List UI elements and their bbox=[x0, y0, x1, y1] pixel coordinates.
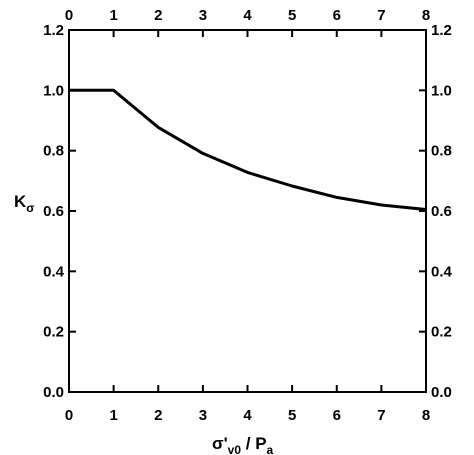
x-axis-label-main: σ' bbox=[212, 434, 228, 453]
x-tick-label-bottom: 0 bbox=[65, 407, 73, 424]
x-tick-label-bottom: 3 bbox=[199, 407, 207, 424]
x-axis-label-sub: v0 bbox=[228, 443, 242, 455]
y-tick-label-left: 0.8 bbox=[43, 143, 64, 160]
x-tick-label-bottom: 7 bbox=[377, 407, 385, 424]
y-axis-label-sub: σ bbox=[26, 201, 34, 215]
y-tick-label-left: 0.4 bbox=[43, 263, 65, 280]
x-tick-label-top: 6 bbox=[333, 7, 341, 24]
y-tick-label-left: 1.2 bbox=[43, 22, 64, 39]
x-tick-label-bottom: 6 bbox=[333, 407, 341, 424]
y-tick-label-right: 1.2 bbox=[431, 22, 452, 39]
y-tick-label-right: 0.2 bbox=[431, 324, 452, 341]
x-tick-label-top: 8 bbox=[422, 7, 430, 24]
series-layer bbox=[69, 88, 427, 211]
y-tick-label-right: 0.6 bbox=[431, 203, 452, 220]
y-tick-label-left: 0.6 bbox=[43, 203, 64, 220]
series-line bbox=[69, 88, 427, 211]
y-tick-label-right: 1.0 bbox=[431, 82, 452, 99]
x-tick-label-bottom: 2 bbox=[154, 407, 162, 424]
x-tick-label-top: 2 bbox=[154, 7, 162, 24]
x-axis-label-sub2: a bbox=[267, 443, 274, 455]
y-axis-label-main: K bbox=[14, 192, 27, 211]
plot-frame bbox=[68, 29, 427, 393]
x-tick-label-top: 5 bbox=[288, 7, 296, 24]
y-tick-label-left: 1.0 bbox=[43, 82, 64, 99]
y-tick-label-right: 0.4 bbox=[431, 263, 453, 280]
x-axis-label: σ'v0 / Pa bbox=[212, 434, 274, 455]
x-tick-label-bottom: 5 bbox=[288, 407, 296, 424]
x-tick-label-top: 3 bbox=[199, 7, 207, 24]
x-tick-label-top: 4 bbox=[243, 7, 252, 24]
y-tick-label-right: 0.0 bbox=[431, 384, 452, 401]
x-tick-label-bottom: 1 bbox=[109, 407, 117, 424]
x-tick-label-top: 7 bbox=[377, 7, 385, 24]
x-tick-label-bottom: 4 bbox=[243, 407, 252, 424]
x-tick-label-top: 1 bbox=[109, 7, 117, 24]
y-tick-label-right: 0.8 bbox=[431, 143, 452, 160]
y-tick-label-left: 0.2 bbox=[43, 324, 64, 341]
x-tick-label-bottom: 8 bbox=[422, 407, 430, 424]
x-axis-label-rest: / P bbox=[241, 434, 267, 453]
y-axis-label: Kσ bbox=[14, 192, 35, 215]
x-tick-label-top: 0 bbox=[65, 7, 73, 24]
y-tick-label-left: 0.0 bbox=[43, 384, 64, 401]
